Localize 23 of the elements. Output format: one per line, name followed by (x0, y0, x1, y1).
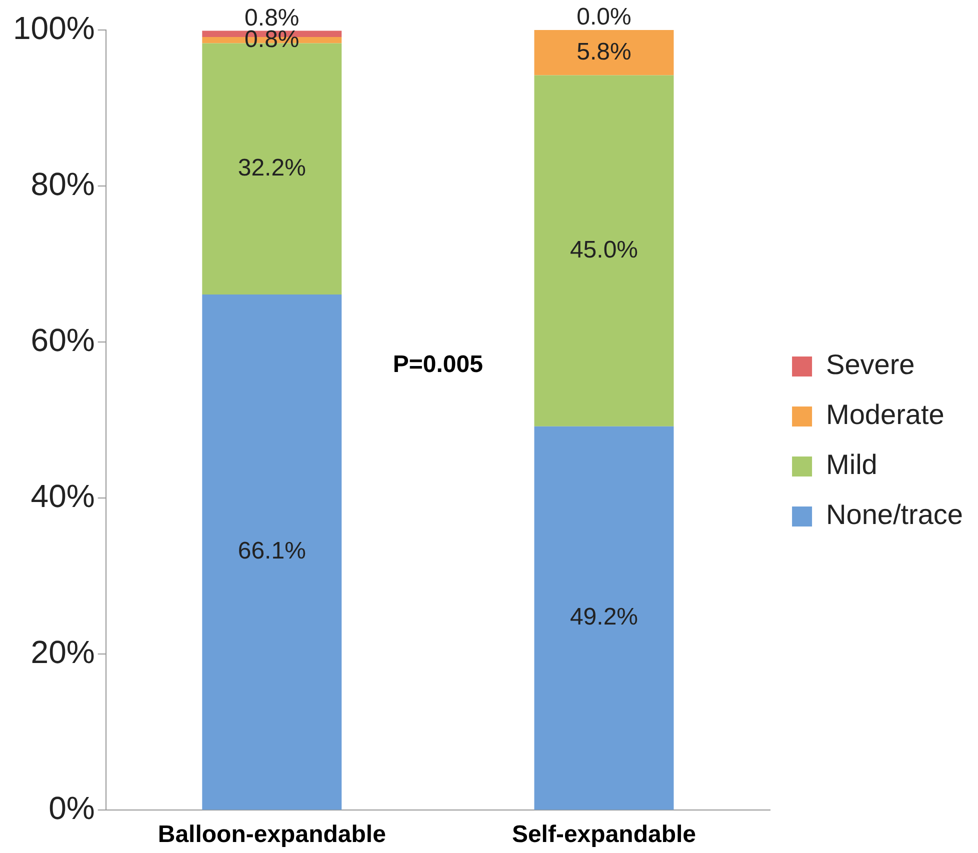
x-tick-label: Self-expandable (512, 821, 696, 848)
data-label: 45.0% (570, 236, 638, 264)
bar (534, 426, 674, 810)
y-tick-label: 60% (30, 322, 95, 358)
y-tick-label: 80% (30, 166, 95, 202)
bar (202, 294, 342, 810)
y-tick-label: 100% (13, 10, 95, 46)
legend-label: Moderate (826, 399, 944, 430)
bar (534, 30, 674, 76)
x-tick-label: Balloon-expandable (158, 821, 386, 848)
data-label: 66.1% (238, 538, 306, 565)
legend-label: Mild (826, 449, 878, 480)
data-label: 0.0% (576, 4, 632, 31)
data-label: 32.2% (238, 154, 306, 182)
bar (534, 75, 674, 426)
data-label: 49.2% (570, 604, 638, 631)
legend-label: Severe (826, 349, 915, 380)
y-tick-label: 0% (48, 790, 95, 826)
data-label: 5.8% (576, 38, 632, 66)
legend-label: None/trace (826, 499, 964, 530)
y-tick-label: 40% (30, 478, 95, 514)
annotation: P=0.005 (392, 351, 483, 378)
y-tick-label: 20% (30, 634, 95, 670)
